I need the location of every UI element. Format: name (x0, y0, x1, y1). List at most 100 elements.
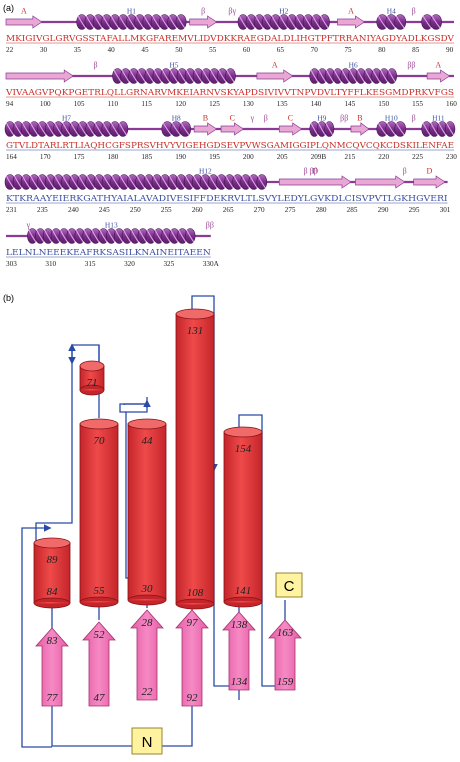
alpha-helix-highlight (78, 122, 87, 136)
residue-number: 80 (378, 46, 386, 54)
residue-number: 150 (378, 100, 389, 108)
strand-shape (35, 627, 69, 707)
alpha-helix-highlight (310, 122, 319, 136)
alpha-helix-highlight (36, 229, 45, 243)
alpha-helix-highlight (51, 229, 61, 243)
alpha-helix-highlight (137, 69, 146, 83)
residue-number: 205 (277, 153, 288, 161)
helix-start-residue: 154 (235, 443, 252, 455)
residue-number: 180 (108, 153, 119, 161)
residue-number: 160 (446, 100, 457, 108)
residue-number: 230 (446, 153, 457, 161)
alpha-helix-highlight (349, 69, 358, 83)
turn-label: β (412, 7, 416, 16)
helix-label: H6 (349, 61, 358, 70)
alpha-helix-highlight (226, 69, 235, 83)
helix-label: H12 (199, 167, 212, 176)
alpha-helix-highlight (312, 15, 321, 29)
helix-label: H11 (432, 114, 445, 123)
alpha-helix-highlight (168, 175, 178, 189)
alpha-helix-highlight (325, 122, 334, 136)
beta-strand (350, 122, 370, 136)
alpha-helix-highlight (387, 69, 396, 83)
alpha-helix-highlight (430, 122, 439, 136)
alpha-helix-highlight (356, 69, 365, 83)
alpha-helix-highlight (78, 175, 87, 189)
alpha-helix-highlight (238, 15, 248, 29)
alpha-helix-highlight (257, 175, 266, 189)
alpha-helix-highlight (377, 15, 387, 29)
c-terminus-box: C (275, 572, 303, 598)
alpha-helix-highlight (210, 69, 219, 83)
alpha-helix-highlight (170, 229, 179, 243)
residue-number: 190 (175, 153, 186, 161)
alpha-helix-highlight (91, 229, 100, 243)
alpha-helix-highlight (380, 69, 389, 83)
helix-label: H13 (105, 221, 118, 230)
helix-label: H5 (169, 61, 178, 70)
residue-number: 285 (347, 206, 358, 214)
alpha-helix-highlight (99, 229, 108, 243)
alpha-helix-highlight (241, 175, 250, 189)
residue-number: 50 (175, 46, 183, 54)
alpha-helix-highlight (110, 15, 120, 29)
strand-start-residue: 134 (231, 676, 248, 688)
alpha-helix-highlight (107, 229, 116, 243)
beta-strand (355, 175, 406, 189)
beta-strand (5, 69, 74, 83)
alpha-helix-highlight (22, 175, 31, 189)
cylinder-body (79, 423, 119, 603)
alpha-helix-highlight (178, 229, 187, 243)
c-terminus-rect (275, 572, 303, 598)
residue-number: 55 (209, 46, 217, 54)
residue-number: 235 (37, 206, 48, 214)
alpha-helix-cylinder: 131 108 (175, 308, 215, 610)
alpha-helix-highlight (5, 175, 15, 189)
beta-strand (5, 15, 43, 29)
alpha-helix-highlight (295, 15, 305, 29)
residue-number: 65 (277, 46, 285, 54)
alpha-helix-highlight (59, 229, 68, 243)
residue-number: 209B (311, 153, 327, 161)
alpha-helix-highlight (320, 15, 329, 29)
panel-b-label: (b) (3, 293, 14, 303)
helix-start-residue: 89 (47, 554, 59, 566)
residue-number: 145 (344, 100, 355, 108)
cylinder-seam (128, 599, 166, 601)
alpha-helix-highlight (422, 122, 431, 136)
alpha-helix-cylinder: 71 (79, 360, 105, 396)
alpha-helix-highlight (201, 175, 210, 189)
residue-number: 185 (141, 153, 152, 161)
residue-number: 110 (108, 100, 119, 108)
turn-label: β (412, 114, 416, 123)
alpha-helix-cylinder: 44 30 (127, 418, 167, 606)
alpha-helix-highlight (103, 175, 112, 189)
alpha-helix-highlight (162, 229, 171, 243)
helix-end-residue: 108 (187, 587, 204, 599)
strand-shape (130, 609, 164, 701)
residue-number: 220 (378, 153, 389, 161)
residue-number: 40 (108, 46, 116, 54)
alpha-helix-highlight (62, 122, 71, 136)
n-terminus-box: N (131, 727, 163, 755)
alpha-helix-highlight (218, 69, 227, 83)
residue-number: 260 (192, 206, 203, 214)
residue-number: 90 (446, 46, 454, 54)
alpha-helix-highlight (209, 175, 218, 189)
beta-strand-arrow: 163 159 (268, 619, 302, 691)
alpha-helix-highlight (135, 15, 144, 29)
alpha-helix-highlight (161, 69, 171, 83)
alpha-helix-highlight (28, 229, 37, 243)
alpha-helix-highlight (247, 15, 256, 29)
cylinder-body (175, 313, 215, 605)
alpha-helix-highlight (111, 175, 120, 189)
alpha-helix-highlight (143, 15, 153, 29)
sequence-row: H12 Dβ ββ β D KTKRAAYEIERKGATHYAIALAVADIVESI… (4, 167, 451, 214)
residue-number: 280 (316, 206, 327, 214)
n-terminus-label: N (142, 734, 153, 751)
alpha-helix-highlight (113, 69, 122, 83)
alpha-helix-highlight (110, 122, 119, 136)
beta-strand (193, 122, 218, 136)
residue-number: 330A (203, 260, 220, 268)
strand-start-residue: 77 (47, 692, 59, 704)
